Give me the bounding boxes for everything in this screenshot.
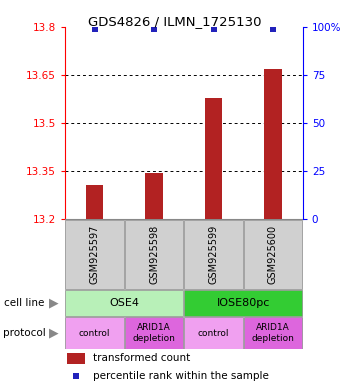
Text: protocol: protocol xyxy=(4,328,46,338)
Text: GDS4826 / ILMN_1725130: GDS4826 / ILMN_1725130 xyxy=(88,15,262,28)
Bar xyxy=(244,220,302,289)
Text: IOSE80pc: IOSE80pc xyxy=(217,298,270,308)
Bar xyxy=(244,318,302,349)
Text: GSM925598: GSM925598 xyxy=(149,225,159,284)
Bar xyxy=(204,98,223,219)
Bar xyxy=(125,220,183,289)
Bar xyxy=(65,318,124,349)
Bar xyxy=(264,70,282,219)
Text: cell line: cell line xyxy=(4,298,44,308)
Bar xyxy=(184,290,302,316)
Text: ARID1A
depletion: ARID1A depletion xyxy=(133,323,175,343)
Text: percentile rank within the sample: percentile rank within the sample xyxy=(93,371,269,381)
Text: GSM925599: GSM925599 xyxy=(209,225,218,284)
Text: GSM925597: GSM925597 xyxy=(90,225,99,284)
Text: OSE4: OSE4 xyxy=(109,298,139,308)
Text: GSM925600: GSM925600 xyxy=(268,225,278,284)
Text: ARID1A
depletion: ARID1A depletion xyxy=(252,323,294,343)
Text: control: control xyxy=(79,329,110,338)
Text: ▶: ▶ xyxy=(49,327,59,339)
Bar xyxy=(145,174,163,219)
Bar xyxy=(85,185,104,219)
Text: control: control xyxy=(198,329,229,338)
Bar xyxy=(184,220,243,289)
Bar xyxy=(125,318,183,349)
Text: transformed count: transformed count xyxy=(93,353,190,363)
Bar xyxy=(65,290,183,316)
Text: ▶: ▶ xyxy=(49,297,59,310)
Bar xyxy=(184,318,243,349)
Bar xyxy=(65,220,124,289)
Bar xyxy=(67,353,85,364)
